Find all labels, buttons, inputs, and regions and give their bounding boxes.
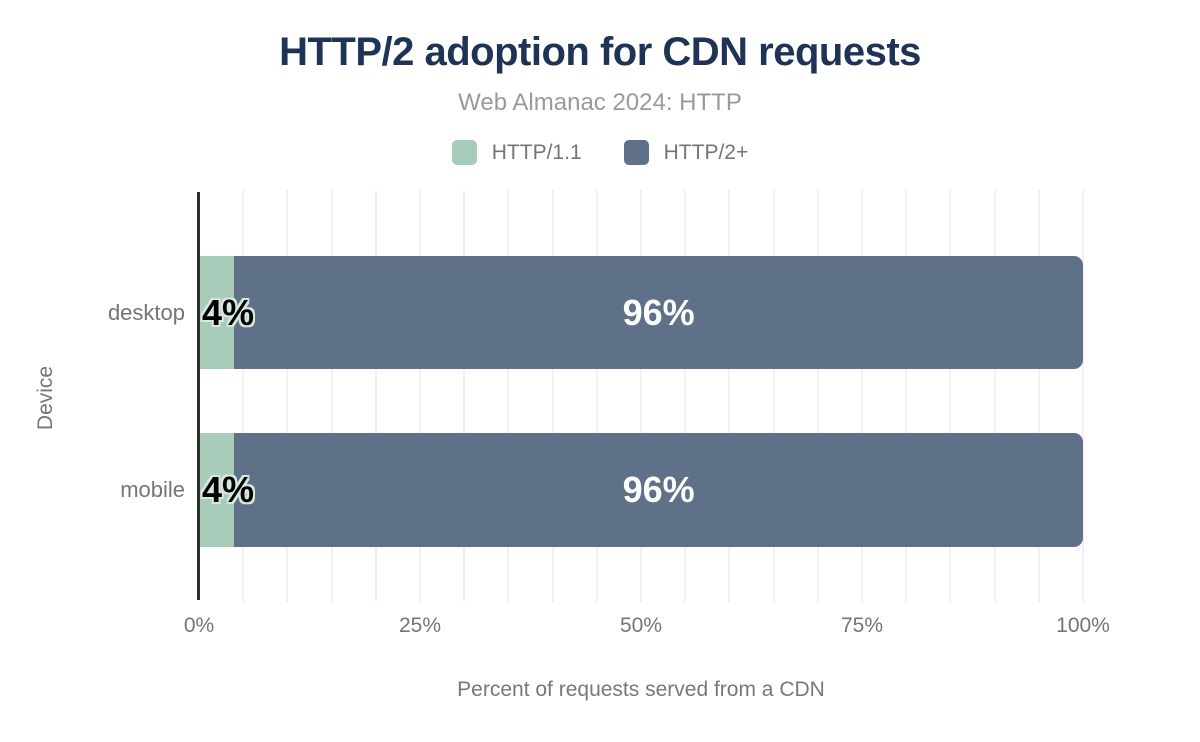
chart-subtitle: Web Almanac 2024: HTTP: [458, 89, 742, 116]
y-category-label: desktop: [107, 299, 185, 325]
gridline: [595, 190, 598, 602]
gridline: [684, 190, 687, 602]
x-tick-label: 0%: [183, 614, 215, 637]
gridline: [1082, 190, 1084, 602]
x-axis-title: Percent of requests served from a CDN: [457, 678, 825, 701]
bar-value-label: 96%: [622, 469, 695, 510]
bar-segment-http2: [234, 433, 1083, 547]
gridline: [728, 190, 731, 602]
bar-segment-http11: [199, 433, 235, 547]
y-axis-line: [197, 192, 200, 600]
gridline: [374, 190, 377, 602]
gridline: [949, 190, 952, 602]
gridline: [861, 190, 863, 602]
gridline: [463, 190, 466, 602]
legend-swatch-icon: [623, 140, 649, 165]
chart-title: HTTP/2 adoption for CDN requests: [279, 30, 921, 74]
gridline: [330, 190, 333, 602]
legend-item: HTTP/2+: [623, 140, 749, 165]
gridline: [286, 190, 289, 602]
x-tick-label: 100%: [1056, 614, 1110, 637]
x-tick-label: 75%: [840, 614, 884, 637]
gridline: [993, 190, 996, 602]
gridline: [419, 190, 421, 602]
plot-area: 4% 96% 4% 96%: [197, 190, 1084, 602]
y-axis-title: Device: [34, 365, 57, 431]
legend-item: HTTP/1.1: [451, 140, 582, 165]
y-category-label: mobile: [120, 477, 185, 502]
legend-label: HTTP/1.1: [491, 140, 582, 164]
bar-value-label: 96%: [622, 291, 695, 333]
x-tick-label: 25%: [398, 614, 442, 637]
bar-segment-http2: [234, 256, 1083, 369]
legend-label: HTTP/2+: [663, 140, 749, 164]
gridline: [816, 190, 819, 602]
x-tick-label: 50%: [619, 614, 663, 637]
bar-value-label: 4%: [202, 469, 255, 510]
gridline: [905, 190, 908, 602]
bar-value-label: 4%: [202, 291, 255, 333]
gridline: [551, 190, 554, 602]
legend-swatch-icon: [451, 140, 477, 165]
legend: HTTP/1.1 HTTP/2+: [0, 140, 1200, 165]
gridline: [1037, 190, 1040, 602]
gridline: [640, 190, 642, 602]
gridline: [507, 190, 510, 602]
gridline: [242, 190, 245, 602]
bar-row: 4% 96%: [199, 256, 1083, 369]
bar-segment-http11: [199, 256, 235, 369]
bar-row: 4% 96%: [199, 433, 1083, 547]
gridline: [772, 190, 775, 602]
